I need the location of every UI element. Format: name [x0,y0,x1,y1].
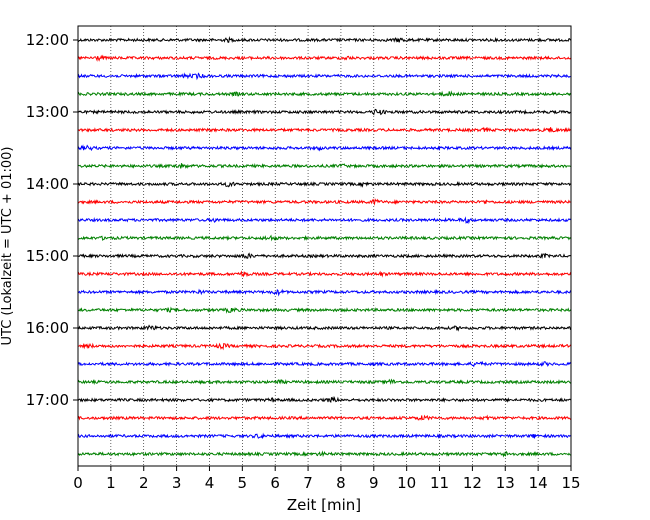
x-tick-label-5: 5 [238,474,248,492]
x-tick-label-14: 14 [529,474,548,492]
x-tick-label-15: 15 [561,474,580,492]
trace-row-1215 [77,54,572,62]
trace-row-1700 [77,395,572,404]
x-axis-label: Zeit [min] [287,496,361,514]
trace-row-1500 [77,252,572,260]
x-tick-label-3: 3 [172,474,182,492]
trace-row-1445 [77,234,572,242]
x-tick-label-7: 7 [303,474,313,492]
trace-row-1515 [77,270,572,278]
trace-row-1300 [77,108,572,116]
trace-row-1345 [77,162,572,170]
y-tick-label-1500: 15:00 [26,247,69,265]
trace-row-1200 [77,36,572,43]
x-tick-label-0: 0 [73,474,83,492]
x-tick-label-13: 13 [496,474,515,492]
x-tick-label-10: 10 [397,474,416,492]
trace-row-1615 [77,342,572,351]
trace-row-1315 [77,126,572,133]
trace-row-1545 [77,306,572,314]
x-axis-ticks: 0 1 2 3 4 5 6 7 8 9 10 11 12 13 14 15 [73,466,581,492]
y-tick-label-1400: 14:00 [26,175,69,193]
y-tick-label-1300: 13:00 [26,103,69,121]
trace-row-1715 [77,414,572,421]
y-axis-ticks: 12:00 13:00 14:00 15:00 16:00 17:00 [26,31,78,409]
trace-rows [77,36,572,458]
x-tick-label-6: 6 [270,474,280,492]
trace-row-1330 [77,144,572,152]
trace-row-1645 [77,378,572,386]
trace-row-1415 [77,198,572,206]
x-tick-label-4: 4 [205,474,215,492]
x-tick-label-8: 8 [336,474,346,492]
trace-row-1630 [77,360,572,368]
trace-row-1730 [77,432,572,439]
x-tick-label-1: 1 [106,474,116,492]
trace-row-1745 [77,450,572,458]
x-tick-label-11: 11 [430,474,449,492]
trace-row-1400 [77,181,572,188]
x-tick-label-12: 12 [463,474,482,492]
plot-frame [77,25,572,467]
trace-row-1600 [77,324,572,332]
y-tick-label-1700: 17:00 [26,391,69,409]
trace-row-1430 [77,216,572,225]
x-tick-label-2: 2 [139,474,149,492]
y-axis-label: UTC (Lokalzeit = UTC + 01:00) [0,147,15,346]
y-tick-label-1200: 12:00 [26,31,69,49]
y-tick-label-1600: 16:00 [26,319,69,337]
x-tick-label-9: 9 [369,474,379,492]
trace-row-1245 [77,90,572,98]
trace-row-1530 [77,288,572,297]
trace-row-1230 [77,72,572,81]
